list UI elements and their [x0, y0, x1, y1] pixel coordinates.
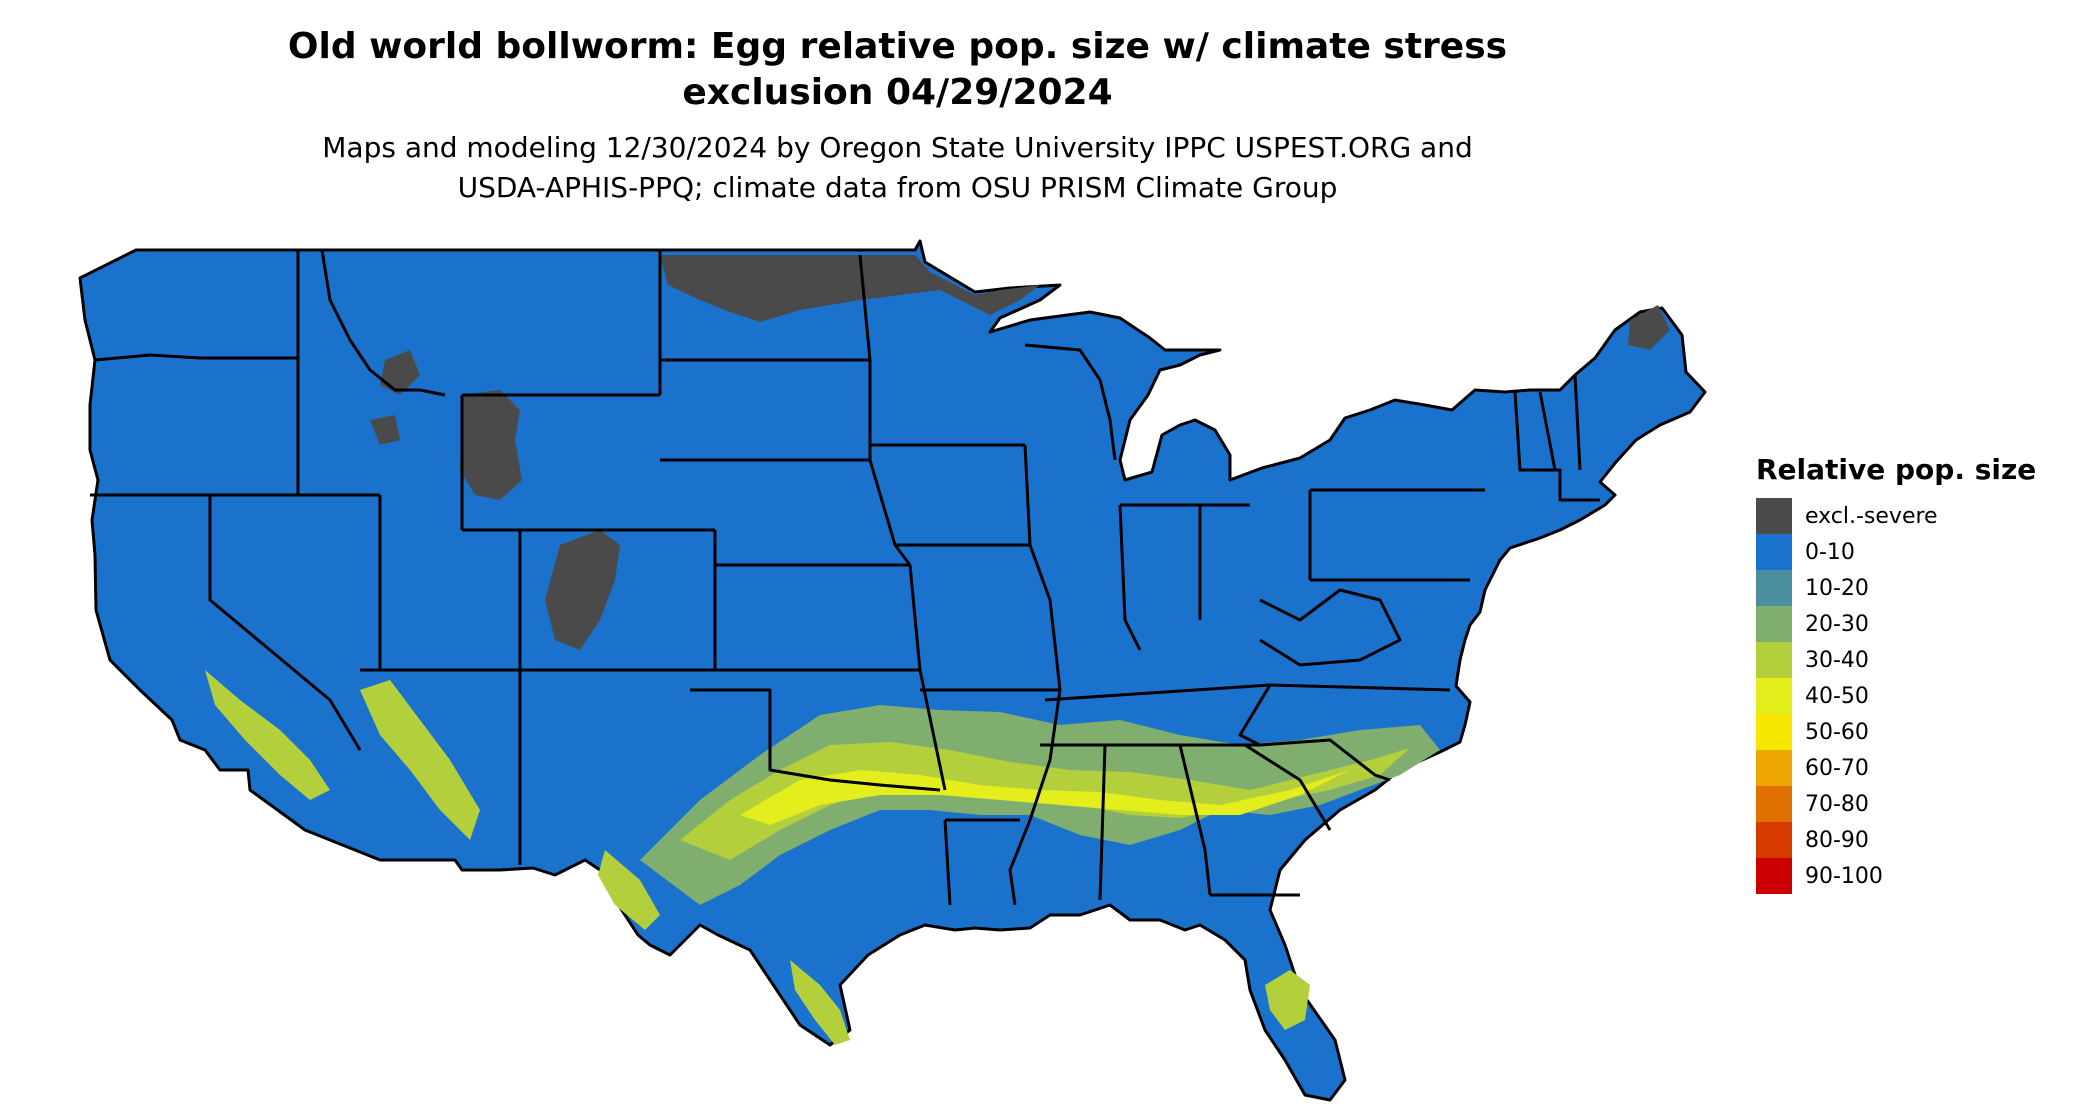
legend-item: 70-80 [1756, 786, 2036, 822]
legend-label: 70-80 [1805, 791, 1869, 817]
legend-label: 30-40 [1805, 647, 1869, 673]
legend-swatch [1756, 858, 1792, 894]
boundary-vt-nh [1538, 391, 1557, 471]
legend-label: 40-50 [1805, 683, 1869, 709]
excluded-wyoming [460, 390, 522, 500]
band-arizona [360, 680, 480, 840]
legend-swatch [1756, 642, 1792, 678]
legend-item: 20-30 [1756, 606, 2036, 642]
legend-swatch [1756, 498, 1792, 534]
legend-label: 50-60 [1805, 719, 1869, 745]
excluded-colorado [545, 530, 620, 650]
map-subtitle-line2: USDA-APHIS-PPQ; climate data from OSU PR… [457, 171, 1338, 204]
suitability-bands [205, 670, 1440, 1045]
boundary-wv-va [1259, 588, 1402, 667]
boundary-ok-tx [768, 690, 941, 792]
boundary-id-mt [320, 249, 446, 397]
boundary-va-nc [1269, 683, 1451, 692]
map-title-line2: exclusion 04/29/2024 [682, 72, 1113, 113]
map-title: Old world bollworm: Egg relative pop. si… [0, 24, 1795, 116]
boundary-nc-sc [1259, 738, 1391, 782]
boundary-al-ga [1178, 744, 1212, 896]
legend-label: 0-10 [1805, 539, 1855, 565]
boundary-ca-nv [208, 495, 362, 751]
map-subtitle-line1: Maps and modeling 12/30/2024 by Oregon S… [322, 131, 1473, 164]
legend-item: 60-70 [1756, 750, 2036, 786]
excluded-regions [370, 255, 1670, 650]
excluded-north-dakota-minnesota [660, 255, 1040, 322]
band-texas-coast [790, 960, 850, 1045]
boundary-wi-mi [1024, 343, 1117, 461]
legend-swatch [1756, 714, 1792, 750]
legend-label: 20-30 [1805, 611, 1869, 637]
legend-swatch [1756, 606, 1792, 642]
map-title-line1: Old world bollworm: Egg relative pop. si… [287, 26, 1508, 67]
legend-items: excl.-severe 0-10 10-20 20-30 30-40 40-50 50-6… [1756, 498, 2036, 894]
excluded-idaho [370, 415, 400, 445]
boundary-ne-ia-east [868, 459, 912, 566]
band-california [205, 670, 330, 800]
legend-item: 90-100 [1756, 858, 2036, 894]
legend-item: 80-90 [1756, 822, 2036, 858]
legend-item: excl.-severe [1756, 498, 2036, 534]
legend-swatch [1756, 822, 1792, 858]
boundary-mo-west [908, 564, 922, 671]
state-boundaries [90, 249, 1600, 906]
band-florida [1265, 970, 1310, 1030]
legend-label: 60-70 [1805, 755, 1869, 781]
boundary-il-in [1118, 504, 1142, 651]
boundary-sc-ga [1244, 743, 1332, 831]
band-40-50 [740, 770, 1350, 825]
boundary-nc-tn [1238, 684, 1272, 747]
legend-item: 30-40 [1756, 642, 2036, 678]
legend-label: 80-90 [1805, 827, 1869, 853]
legend-title: Relative pop. size [1756, 453, 2037, 486]
legend-item: 40-50 [1756, 678, 2036, 714]
legend-swatch [1756, 786, 1792, 822]
boundary-nd-mn [858, 254, 872, 460]
legend-item: 10-20 [1756, 570, 2036, 606]
excluded-montana [380, 350, 420, 395]
boundary-mississippi-river [1008, 444, 1062, 906]
legend-label: 90-100 [1805, 863, 1883, 889]
legend-swatch [1756, 678, 1792, 714]
legend: Relative pop. size excl.-severe 0-10 10-20… [1756, 452, 2036, 894]
boundary-tn-ky [1044, 683, 1271, 702]
boundary-ms-al [1098, 744, 1107, 901]
legend-swatch [1756, 570, 1792, 606]
boundary-wa-or [94, 353, 298, 362]
map-subtitle: Maps and modeling 12/30/2024 by Oregon S… [0, 128, 1795, 208]
boundary-la-tx [943, 819, 952, 906]
boundary-new-england [1513, 391, 1600, 502]
legend-item: 50-60 [1756, 714, 2036, 750]
legend-label: excl.-severe [1805, 503, 1938, 529]
excluded-maine [1628, 305, 1670, 350]
band-west-texas [598, 850, 660, 930]
legend-swatch [1756, 750, 1792, 786]
boundary-nh-me [1573, 374, 1582, 471]
legend-swatch [1756, 534, 1792, 570]
legend-label: 10-20 [1805, 575, 1869, 601]
legend-item: 0-10 [1756, 534, 2036, 570]
